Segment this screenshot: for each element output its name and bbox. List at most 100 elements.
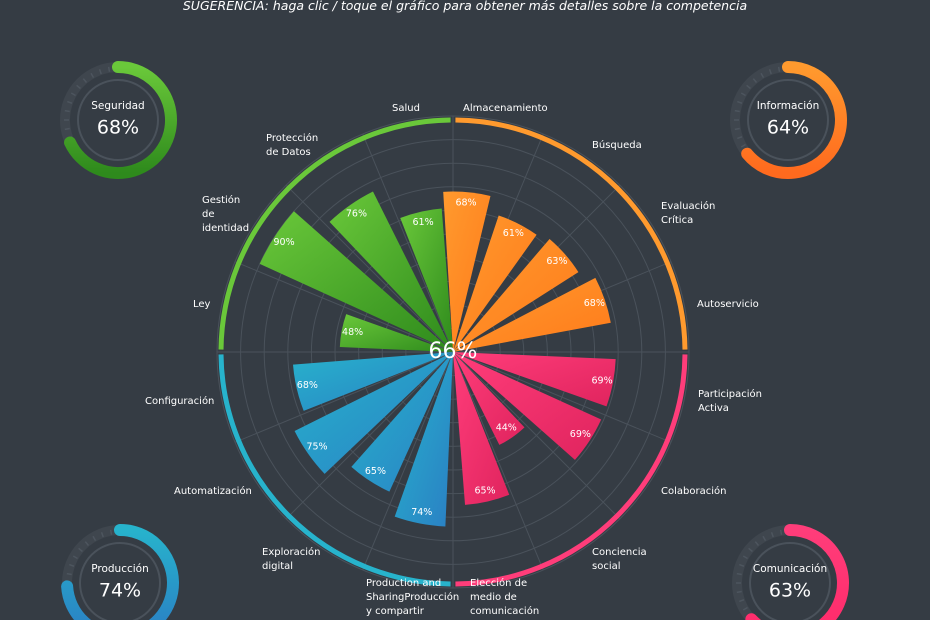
bar-value-label: 69% xyxy=(591,375,612,386)
bar-value-label: 68% xyxy=(455,198,476,209)
gauge-tick xyxy=(739,599,745,603)
gauge-seguridad[interactable]: Seguridad 68% xyxy=(60,61,177,179)
bar-value-label: 68% xyxy=(584,298,605,309)
bar[interactable] xyxy=(293,352,453,411)
category-label: Autoservicio xyxy=(697,299,759,310)
gauge-tick xyxy=(779,529,783,535)
gauge-produccion[interactable]: Producción 74% xyxy=(61,524,179,620)
gauge-value: 64% xyxy=(767,117,809,139)
gauge-tick xyxy=(737,100,743,104)
gauge-tick xyxy=(734,109,740,113)
bar[interactable] xyxy=(453,238,579,352)
group-arcs xyxy=(218,117,688,587)
gauge-name: Comunicación xyxy=(753,563,827,575)
category-label: Production and SharingProducción y compart… xyxy=(366,578,459,617)
category-label: Protección de Datos xyxy=(266,132,318,158)
gauge-tick xyxy=(64,109,70,113)
bar-value-label: 68% xyxy=(297,380,318,391)
gauge-tick xyxy=(760,72,765,78)
bar-value-label: 69% xyxy=(570,429,591,440)
gauge-tick xyxy=(78,547,83,553)
category-label: Gestión de identidad xyxy=(202,194,249,234)
category-label: Ley xyxy=(193,299,211,310)
category-labels: Almacenamiento Búsqueda Evaluación Crítica A… xyxy=(145,103,762,617)
category-label: Salud xyxy=(392,103,420,114)
bar-value-label: 76% xyxy=(346,209,367,220)
bar[interactable] xyxy=(351,352,453,492)
gauge-tick xyxy=(70,92,76,97)
bar[interactable] xyxy=(453,352,525,445)
grid-spoke xyxy=(234,261,454,353)
gauge-tick xyxy=(69,563,75,567)
overall-value: 66% xyxy=(429,339,478,364)
gauge-tick xyxy=(92,535,97,541)
gauge-inner-ring xyxy=(749,542,831,620)
group-arc xyxy=(455,354,688,587)
gauge-tick xyxy=(100,532,104,538)
category-label: Colaboración xyxy=(661,485,726,497)
gauge-tick xyxy=(64,127,70,131)
bar[interactable] xyxy=(453,352,616,407)
gauge-tick xyxy=(777,66,781,72)
bar[interactable] xyxy=(400,208,453,352)
gauge-tick xyxy=(742,606,748,611)
bar[interactable] xyxy=(294,352,453,474)
gauge-name: Seguridad xyxy=(91,100,144,112)
bars[interactable]: 68% 61% 63% 68% 69% 69% 44% 65% 74% 65% 75% 68% 48% 9… xyxy=(259,191,616,527)
gauge-comunicacion[interactable]: Comunicación 63% xyxy=(732,524,849,620)
gauge-informacion[interactable]: Información 64% xyxy=(730,61,847,179)
gauge-tick xyxy=(734,127,740,131)
category-label: Exploración digital xyxy=(262,546,320,572)
gauge-tick xyxy=(736,572,742,576)
gauge-tick xyxy=(742,555,748,560)
bar[interactable] xyxy=(394,352,453,527)
gauge-tick xyxy=(67,100,73,104)
bar[interactable] xyxy=(453,215,537,352)
bar[interactable] xyxy=(339,314,453,352)
gauge-tick xyxy=(82,78,88,83)
gauge-inner-ring xyxy=(747,79,829,161)
grid-spoke xyxy=(452,351,672,443)
bar[interactable] xyxy=(443,191,491,352)
gauge-value-arc xyxy=(741,61,847,179)
bar-value-label: 65% xyxy=(474,485,495,496)
gauge-tick xyxy=(746,84,751,90)
bar-value-label: 61% xyxy=(413,217,434,228)
gauges[interactable]: Seguridad 68% Información 64% Producción 74% C… xyxy=(60,61,849,620)
bar-value-label: 75% xyxy=(306,442,327,453)
group-arc xyxy=(218,117,451,350)
gauge-value: 63% xyxy=(769,580,811,602)
bar[interactable] xyxy=(329,191,453,352)
gauge-inner-ring xyxy=(77,79,159,161)
gauge-value-arc xyxy=(64,61,177,179)
gauge-inner-ring xyxy=(79,542,161,620)
bar-value-label: 74% xyxy=(411,507,432,518)
category-label: Búsqueda xyxy=(592,139,642,151)
category-label: Elección de medio de comunicación xyxy=(470,577,539,617)
gauge-name: Producción xyxy=(91,563,149,575)
gauge-tick xyxy=(90,72,95,78)
bar[interactable] xyxy=(453,352,510,505)
bar[interactable] xyxy=(453,352,602,460)
grid-spoke xyxy=(234,351,454,443)
bar[interactable] xyxy=(453,277,611,352)
category-label: Evaluación Crítica xyxy=(661,200,715,226)
grid-spoke xyxy=(452,351,621,520)
gauge-tick xyxy=(748,547,753,553)
gauge-tick xyxy=(740,92,746,97)
gauge-tick xyxy=(98,69,102,75)
gauge-tick xyxy=(107,66,111,72)
gauge-name: Información xyxy=(757,100,819,112)
bar[interactable] xyxy=(259,211,453,352)
gauge-value-arc xyxy=(745,524,849,620)
gauge-value: 68% xyxy=(97,117,139,139)
gauge-tick xyxy=(770,532,774,538)
hint-text: SUGERENCIA: haga clic / toque el gráfico… xyxy=(182,0,748,13)
category-label: Almacenamiento xyxy=(463,103,548,114)
gauge-tick xyxy=(737,136,743,140)
grid-spoke xyxy=(452,351,544,571)
category-label: Automatización xyxy=(174,485,252,497)
group-arc xyxy=(455,117,688,350)
gauge-tick xyxy=(752,78,758,83)
